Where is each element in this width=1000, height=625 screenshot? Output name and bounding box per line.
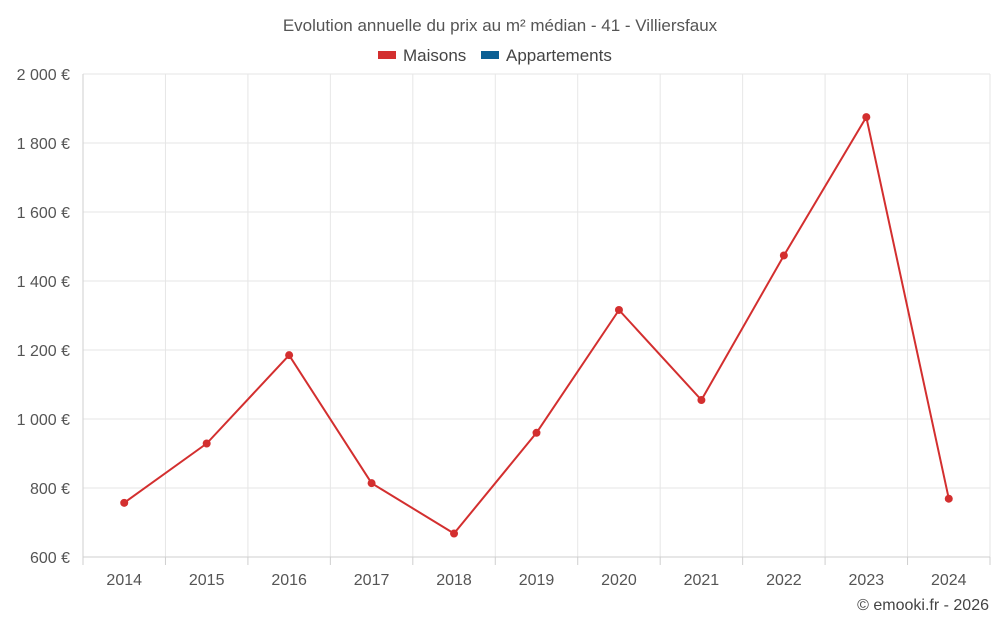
x-axis-ticks: 2014 2015 2016 2017 2018 2019 2020 2021 2022 2023… [106, 572, 966, 589]
x-tick-label: 2018 [436, 572, 472, 589]
y-tick-label: 800 € [30, 481, 70, 498]
data-point[interactable] [862, 113, 871, 122]
y-tick-label: 1 200 € [17, 343, 70, 360]
footer-credit: © emooki.fr - 2026 [857, 597, 989, 614]
x-tick-label: 2016 [271, 572, 307, 589]
legend-swatch-appartements [481, 51, 499, 59]
series-maisons [120, 113, 953, 538]
x-tick-label: 2023 [849, 572, 885, 589]
legend-label-appartements: Appartements [506, 46, 612, 65]
y-tick-label: 1 600 € [17, 205, 70, 222]
data-point[interactable] [120, 498, 129, 507]
data-point[interactable] [614, 305, 623, 314]
legend-label-maisons: Maisons [403, 46, 466, 65]
x-tick-label: 2019 [519, 572, 555, 589]
legend-item-maisons[interactable]: Maisons [378, 46, 466, 65]
chart-title: Evolution annuelle du prix au m² médian … [283, 16, 718, 35]
data-point[interactable] [202, 439, 211, 448]
y-tick-label: 600 € [30, 550, 70, 567]
x-tick-label: 2020 [601, 572, 637, 589]
y-tick-label: 1 000 € [17, 412, 70, 429]
x-tick-label: 2015 [189, 572, 225, 589]
data-point[interactable] [944, 494, 953, 503]
y-tick-label: 1 800 € [17, 136, 70, 153]
gridlines [83, 73, 991, 557]
x-tick-label: 2014 [106, 572, 142, 589]
legend-item-appartements[interactable]: Appartements [481, 46, 612, 65]
y-tick-label: 1 400 € [17, 274, 70, 291]
x-tick-label: 2017 [354, 572, 390, 589]
data-point[interactable] [779, 251, 788, 260]
legend: Maisons Appartements [378, 46, 612, 65]
x-tick-label: 2022 [766, 572, 802, 589]
data-point[interactable] [697, 396, 706, 405]
data-point[interactable] [367, 479, 376, 488]
y-axis-ticks: 600 € 800 € 1 000 € 1 200 € 1 400 € 1 600 € 1 … [17, 67, 70, 567]
data-point[interactable] [285, 351, 294, 360]
legend-swatch-maisons [378, 51, 396, 59]
axes [82, 74, 991, 565]
x-tick-label: 2021 [684, 572, 720, 589]
data-point[interactable] [532, 428, 541, 437]
y-tick-label: 2 000 € [17, 67, 70, 84]
data-point[interactable] [450, 529, 459, 538]
x-tick-label: 2024 [931, 572, 967, 589]
